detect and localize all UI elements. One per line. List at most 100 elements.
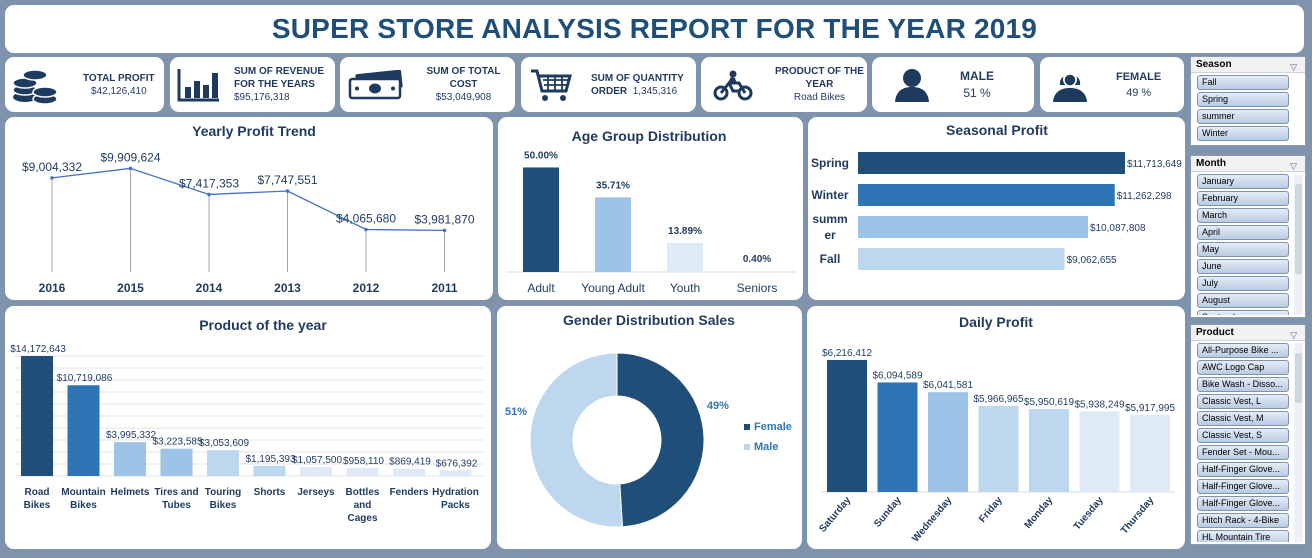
legend-swatch [744,424,750,430]
kpi-female-value: 49 % [1126,86,1152,99]
product-slicer-item[interactable]: Half-Finger Glove... [1197,462,1289,477]
gender-sales-title: Gender Distribution Sales [563,312,735,328]
season-slicer-item[interactable]: Winter [1197,126,1289,141]
kpi-product-of-year: PRODUCT OF THE YEAR Road Bikes [701,57,867,112]
male-user-icon [895,68,929,102]
shopping-cart-icon [531,69,572,101]
product-slicer-item[interactable]: HL Mountain Tire [1197,530,1289,542]
season-slicer-item[interactable]: Spring [1197,92,1289,107]
data-label: $3,981,870 [414,212,474,226]
x-tick-label: Young Adult [581,281,645,295]
product-bar [253,465,286,476]
x-tick-label: Youth [670,281,700,295]
kpi-total-cost: SUM OF TOTAL COST $53,049,908 [340,57,515,112]
x-tick-label: 2015 [117,281,144,295]
month-slicer-item[interactable]: May [1197,242,1289,257]
product-slicer-item[interactable]: Bike Wash - Disso... [1197,377,1289,392]
month-slicer-item[interactable]: April [1197,225,1289,240]
product-bar [114,442,146,476]
x-tick-label: 2012 [353,281,380,295]
month-slicer-item[interactable]: February [1197,191,1289,206]
product-slicer-title: Product [1196,327,1234,338]
kpi-quantity-label-1: SUM OF QUANTITY [591,72,684,84]
kpi-quantity-value: 1,345,316 [632,85,678,97]
data-label: $1,195,393 [245,454,295,465]
x-tick-label: Friday [977,495,1005,525]
season-slicer-item[interactable]: Fall [1197,75,1289,90]
data-label: $3,995,332 [106,430,156,441]
age-bar [667,242,703,272]
month-slicer-item[interactable]: September [1197,310,1289,315]
age-bar [739,271,775,272]
product-slicer-item[interactable]: Classic Vest, M [1197,411,1289,426]
month-slicer-item[interactable]: June [1197,259,1289,274]
product-bar [160,448,193,476]
kpi-quantity-label-2: ORDER [591,85,628,97]
data-label: $14,172,643 [10,344,66,355]
x-tick-label: Seniors [737,281,778,295]
product-slicer-item[interactable]: Half-Finger Glove... [1197,496,1289,511]
product-slicer-item[interactable]: Half-Finger Glove... [1197,479,1289,494]
x-tick-label: Saturday [817,495,853,535]
product-scrollbar[interactable] [1294,343,1303,542]
month-slicer-item[interactable]: August [1197,293,1289,308]
month-slicer-item[interactable]: March [1197,208,1289,223]
data-label: $869,419 [389,457,431,468]
month-scrollbar[interactable] [1294,174,1303,315]
kpi-cost-label: SUM OF TOTAL COST [426,66,501,90]
x-tick-label: Monday [1023,495,1056,531]
kpi-male-label: MALE [960,69,994,83]
data-label: 51% [505,406,527,418]
product-slicer-item[interactable]: AWC Logo Cap [1197,360,1289,375]
daily-bar [1079,411,1120,492]
product-slicer-item[interactable]: All-Purpose Bike ... [1197,343,1289,358]
product-year-title: Product of the year [199,317,327,333]
season-bar [858,248,1065,270]
product-bar [67,385,100,476]
bar-chart-icon [177,68,219,101]
product-slicer-item[interactable]: Classic Vest, L [1197,394,1289,409]
x-tick-label: Tires and Tubes [154,487,198,511]
yearly-profit-chart: Yearly Profit Trend $9,004,332 2016 $9,909… [22,123,475,295]
data-label: $7,747,551 [257,173,317,187]
data-label: $5,917,995 [1125,403,1175,414]
daily-bar [1029,408,1069,492]
x-tick-label: Shorts [254,487,286,498]
product-bar [207,450,239,476]
data-point [128,166,133,171]
month-slicer-item[interactable]: July [1197,276,1289,291]
data-label: $9,909,624 [100,150,160,164]
product-bar [393,468,425,476]
age-bar [595,197,631,272]
product-slicer-item[interactable]: Classic Vest, S [1197,428,1289,443]
daily-bar [877,382,918,492]
kpi-profit-value: $42,126,410 [91,85,147,97]
yearly-profit-title: Yearly Profit Trend [192,123,316,139]
product-year-chart: Product of the year $14,172,643 Road Bikes… [10,317,483,524]
product-slicer-item[interactable]: Hitch Rack - 4-Bike [1197,513,1289,528]
clear-filter-icon[interactable]: ▽ [1290,330,1297,340]
season-slicer-item[interactable]: summer [1197,109,1289,124]
y-tick-label: Spring [811,156,849,170]
legend-label: Female [754,421,792,433]
data-label: $5,938,249 [1074,399,1124,410]
x-tick-label: Tuesday [1072,495,1106,533]
product-slicer-item[interactable]: Fender Set - Mou... [1197,445,1289,460]
kpi-revenue-value: $95,176,318 [234,92,290,103]
season-slicer: Season ▽ Fall Spring summer Winter [1190,56,1306,146]
data-label: $6,216,412 [822,348,872,359]
x-tick-label: Jerseys [297,487,335,498]
data-point [50,176,54,180]
kpi-product-label-2: YEAR [805,79,834,90]
daily-bar [1130,414,1170,492]
donut-slice [529,352,623,528]
age-group-panel: Age Group Distribution 50.00% Adult 35.71%… [498,117,803,300]
x-tick-label: Road Bikes [24,487,51,511]
month-slicer-item[interactable]: January [1197,174,1289,189]
yearly-profit-panel: Yearly Profit Trend $9,004,332 2016 $9,909… [5,117,493,300]
coins-icon [12,68,58,105]
clear-filter-icon[interactable]: ▽ [1290,161,1297,171]
title-banner: SUPER STORE ANALYSIS REPORT FOR THE YEAR… [5,5,1304,53]
clear-filter-icon[interactable]: ▽ [1290,62,1297,72]
daily-profit-title: Daily Profit [959,314,1033,330]
